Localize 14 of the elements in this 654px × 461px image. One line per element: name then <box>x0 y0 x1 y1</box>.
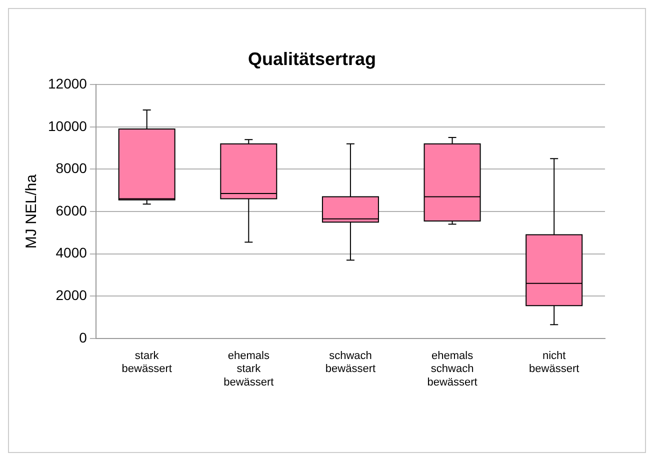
x-tick-label: ehemals schwach bewässert <box>427 350 478 388</box>
y-tick-label: 12000 <box>48 75 88 92</box>
y-tick-label: 10000 <box>48 118 88 134</box>
y-tick-label: 8000 <box>56 160 88 176</box>
x-tick-label: nicht bewässert <box>529 350 580 376</box>
y-tick-label: 4000 <box>56 244 88 261</box>
y-tick-label: 2000 <box>56 286 88 303</box>
chart-title: Qualitätsertrag <box>248 48 376 69</box>
x-tick-label: stark bewässert <box>122 350 172 376</box>
y-tick-label: 0 <box>79 329 88 346</box>
x-tick-label: ehemals stark bewässert <box>224 350 274 388</box>
x-tick-label: schwach bewässert <box>325 350 376 376</box>
y-axis-title: MJ NEL/ha <box>23 174 40 249</box>
y-tick-label: 6000 <box>56 202 88 218</box>
